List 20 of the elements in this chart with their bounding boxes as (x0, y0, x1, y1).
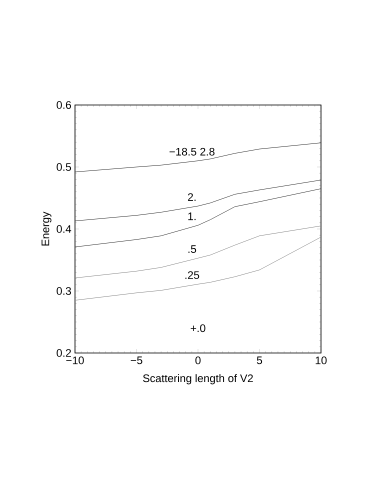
series-label: 2. (188, 193, 196, 201)
x-axis-title: Scattering length of V2 (143, 374, 253, 384)
series-label: .25 (185, 271, 200, 279)
x-tick-label: −5 (130, 356, 142, 364)
line-series (75, 142, 322, 172)
y-tick-label: 0.2 (56, 349, 71, 357)
x-tick-label: 10 (316, 356, 327, 364)
annotation: +.0 (190, 324, 206, 332)
y-tick-label: 0.6 (56, 101, 71, 109)
y-tick-label: 0.4 (56, 225, 72, 233)
series-label: .5 (188, 245, 196, 253)
series-label: −18.5 2.8 (170, 148, 215, 156)
x-tick-label: 5 (256, 356, 262, 364)
y-tick-label: 0.5 (56, 163, 72, 171)
line-series (75, 180, 322, 222)
x-tick-label: 0 (195, 356, 201, 364)
series-label: 1. (188, 212, 196, 220)
y-tick-label: 0.3 (56, 287, 71, 295)
x-tick-label: −10 (66, 356, 84, 364)
y-axis-title: Energy (42, 212, 52, 246)
